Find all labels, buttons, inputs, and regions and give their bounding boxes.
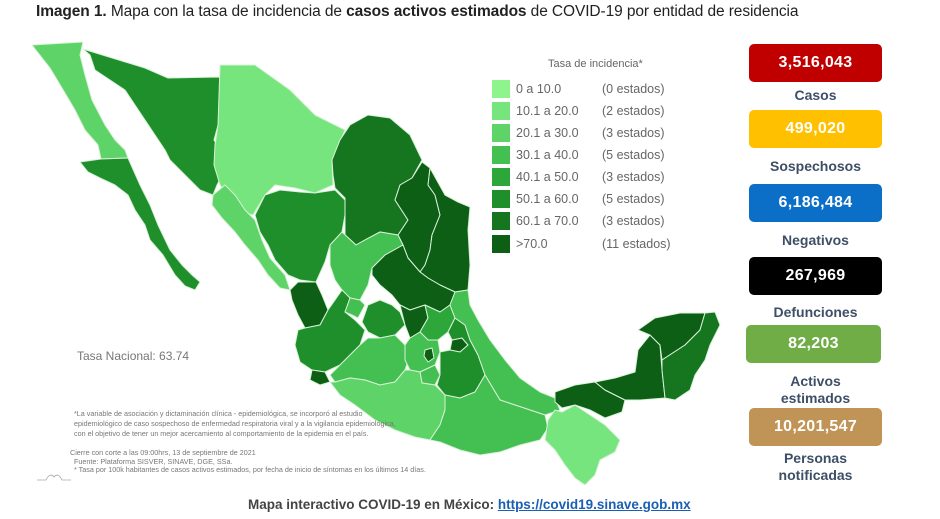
notified-persons-label-line2: notificadas xyxy=(778,467,853,483)
legend-range: 10.1 a 20.0 xyxy=(516,104,579,118)
legend-item: 60.1 a 70.0 (3 estados) xyxy=(492,211,665,231)
state-aguascalientes[interactable] xyxy=(344,297,366,319)
source-footnotes: Cierre con corte a las 09:00hrs, 13 de s… xyxy=(70,448,426,475)
state-campeche[interactable] xyxy=(594,334,666,401)
legend-range: 20.1 a 30.0 xyxy=(516,126,579,140)
footer-text: Mapa interactivo COVID-19 en México: xyxy=(248,497,498,512)
state-chihuahua[interactable] xyxy=(213,64,346,216)
legend-count: (3 estados) xyxy=(602,126,665,140)
legend-count: (5 estados) xyxy=(602,148,665,162)
active-estimated-value: 82,203 xyxy=(788,335,839,352)
legend-item: 0 a 10.0 (0 estados) xyxy=(492,79,665,99)
legend-range: 50.1 a 60.0 xyxy=(516,192,579,206)
state-jalisco[interactable] xyxy=(294,289,366,373)
suspected-value: 499,020 xyxy=(785,120,846,137)
notified-persons-label: Personas notificadas xyxy=(749,450,882,484)
active-estimated-label-line1: Activos xyxy=(790,373,841,389)
state-guanajuato[interactable] xyxy=(361,299,406,339)
deaths-box: 267,969 xyxy=(749,257,882,295)
negatives-value: 6,186,484 xyxy=(778,194,853,211)
legend-count: (3 estados) xyxy=(602,170,665,184)
legend-swatch xyxy=(492,102,510,120)
figure-title-bold: casos activos estimados xyxy=(346,3,527,20)
variable-footnote: *La variable de asociación y dictaminaci… xyxy=(74,409,396,439)
notified-persons-box: 10,201,547 xyxy=(749,408,882,446)
legend-count: (11 estados) xyxy=(602,237,671,251)
figure-title-prefix: Imagen 1. xyxy=(36,3,107,20)
notified-persons-value: 10,201,547 xyxy=(773,418,858,435)
figure-title: Imagen 1. Mapa con la tasa de incidencia… xyxy=(36,3,798,21)
active-estimated-label: Activos estimados xyxy=(749,373,882,407)
legend-swatch xyxy=(492,124,510,142)
cutoff-date: Cierre con corte a las 09:00hrs, 13 de s… xyxy=(70,448,256,457)
negatives-label: Negativos xyxy=(782,232,849,248)
notified-persons-label-line1: Personas xyxy=(783,450,848,466)
legend-item: 50.1 a 60.0 (5 estados) xyxy=(492,189,665,209)
footnote-line: *La variable de asociación y dictaminaci… xyxy=(74,409,363,418)
cases-value: 3,516,043 xyxy=(778,54,853,71)
state-chiapas[interactable] xyxy=(544,404,621,486)
state-cdmx[interactable] xyxy=(423,347,435,363)
deaths-value: 267,969 xyxy=(785,267,846,284)
legend-item: 40.1 a 50.0 (3 estados) xyxy=(492,167,665,187)
interactive-map-link[interactable]: https://covid19.sinave.gob.mx xyxy=(497,497,691,512)
suspected-label: Sospechosos xyxy=(769,158,862,174)
national-rate: Tasa Nacional: 63.74 xyxy=(77,349,190,363)
legend-swatch xyxy=(492,212,510,230)
legend-count: (2 estados) xyxy=(602,104,665,118)
legend-swatch xyxy=(492,146,510,164)
data-source: Fuente: Plataforma SISVER, SINAVE, DGE, … xyxy=(74,456,233,466)
active-estimated-label-line2: estimados xyxy=(780,390,851,406)
legend-range: 60.1 a 70.0 xyxy=(516,214,579,228)
legend-count: (3 estados) xyxy=(602,214,665,228)
active-estimated-box: 82,203 xyxy=(746,325,881,363)
cases-label: Casos xyxy=(794,87,837,103)
figure-title-text-2: de COVID-19 por entidad de residencia xyxy=(526,3,799,20)
legend-range: >70.0 xyxy=(516,237,548,251)
legend-swatch xyxy=(492,190,510,208)
legend-item: >70.0 (11 estados) xyxy=(492,234,671,254)
interactive-map-footer: Mapa interactivo COVID-19 en México: htt… xyxy=(248,497,691,512)
footnote-line: epidemiológico de caso sospechoso de enf… xyxy=(74,419,396,428)
legend-range: 40.1 a 50.0 xyxy=(516,170,579,184)
cases-box: 3,516,043 xyxy=(749,44,882,82)
legend-range: 0 a 10.0 xyxy=(516,82,562,96)
state-quintana-roo[interactable] xyxy=(661,311,721,401)
legend-item: 10.1 a 20.0 (2 estados) xyxy=(492,101,665,121)
deaths-label: Defunciones xyxy=(773,304,858,320)
decorative-curve-logo-icon xyxy=(37,474,71,481)
state-baja-california[interactable] xyxy=(31,41,129,160)
state-colima[interactable] xyxy=(309,369,331,386)
state-hidalgo[interactable] xyxy=(419,304,456,341)
state-oaxaca[interactable] xyxy=(429,374,549,456)
legend-swatch xyxy=(492,80,510,98)
footnote-line: con el objetivo de tener un mejor acerca… xyxy=(74,429,369,438)
legend-item: 30.1 a 40.0 (5 estados) xyxy=(492,145,665,165)
legend-swatch xyxy=(492,168,510,186)
figure-title-text-1: Mapa con la tasa de incidencia de xyxy=(106,3,347,20)
legend-range: 30.1 a 40.0 xyxy=(516,148,579,162)
legend-swatch xyxy=(492,235,510,253)
negatives-box: 6,186,484 xyxy=(749,184,882,222)
legend-count: (0 estados) xyxy=(602,82,665,96)
legend-title: Tasa de incidencia* xyxy=(548,58,643,70)
suspected-box: 499,020 xyxy=(749,110,882,148)
state-guerrero[interactable] xyxy=(329,369,446,441)
legend-count: (5 estados) xyxy=(602,192,665,206)
rate-footnote: * Tasa por 100k habitantes de casos acti… xyxy=(74,465,426,474)
state-baja-california-sur[interactable] xyxy=(79,157,201,291)
legend-item: 20.1 a 30.0 (3 estados) xyxy=(492,123,665,143)
